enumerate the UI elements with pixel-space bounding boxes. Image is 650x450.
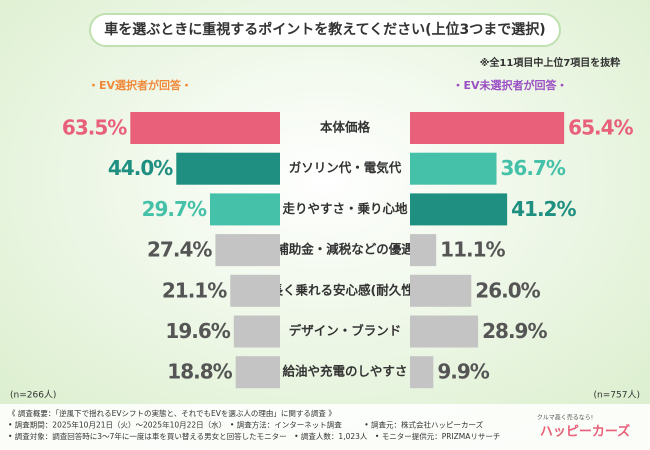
value-label: 28.9%	[482, 319, 547, 343]
category-label: 本体価格	[320, 120, 371, 135]
footer-line: • 調査期間：2025年10月21日（火）～2025年10月22日（水） • 調…	[8, 420, 484, 430]
category-label: デザイン・ブランド	[289, 323, 402, 338]
value-label: 29.7%	[142, 197, 207, 221]
title: 車を選ぶときに重視するポイントを教えてください(上位3つまで選択)	[104, 21, 545, 38]
value-label: 11.1%	[440, 238, 505, 262]
footer-line: 《 調査概要：「逆風下で揺れるEVシフトの実態と、それでもEVを選ぶ人の理由」に…	[8, 408, 336, 418]
value-label: 19.6%	[165, 319, 230, 343]
value-label: 36.7%	[501, 156, 566, 180]
bar	[130, 112, 280, 144]
category-label: ガソリン代・電気代	[289, 160, 402, 175]
footer-bg	[0, 404, 650, 450]
value-label: 18.8%	[167, 360, 232, 384]
value-label: 41.2%	[511, 197, 576, 221]
note: ※全11項目中上位7項目を抜粋	[480, 56, 621, 69]
category-label: 給油や充電のしやすさ	[283, 364, 408, 379]
bar	[176, 152, 280, 185]
bar	[230, 274, 280, 307]
value-label: 65.4%	[568, 116, 633, 140]
bar	[410, 152, 497, 185]
value-label: 26.0%	[475, 278, 540, 302]
sample-size: (n=757人)	[594, 390, 640, 401]
logo-tagline: クルマ高く売るなら!	[537, 414, 593, 422]
footer-line: • 調査対象：調査回答時に3～7年に一度は車を買い替える男女と回答したモニター …	[8, 431, 500, 441]
series-name: ・EV選択者が回答・	[88, 78, 192, 92]
series-name: ・EV未選択者が回答・	[452, 78, 567, 92]
value-label: 44.0%	[108, 156, 173, 180]
value-label: 63.5%	[62, 116, 127, 140]
value-label: 27.4%	[147, 238, 212, 262]
bar	[410, 112, 565, 144]
bar	[410, 356, 434, 389]
logo: ハッピーカーズ	[540, 424, 630, 440]
title-box	[89, 13, 561, 47]
value-label: 9.9%	[437, 360, 489, 384]
bar	[410, 234, 437, 267]
bar	[235, 356, 280, 389]
category-label: 走りやすさ・乗り心地	[282, 201, 408, 216]
bar	[410, 274, 472, 307]
bar	[410, 193, 508, 226]
bar	[209, 193, 280, 226]
sample-size: (n=266人)	[10, 390, 56, 401]
value-label: 21.1%	[162, 278, 227, 302]
category-label: 長く乗れる安心感(耐久性)	[271, 282, 420, 297]
bar	[233, 315, 280, 348]
bar	[410, 315, 479, 348]
bar	[215, 234, 280, 267]
category-label: 補助金・減税などの優遇	[275, 242, 414, 257]
